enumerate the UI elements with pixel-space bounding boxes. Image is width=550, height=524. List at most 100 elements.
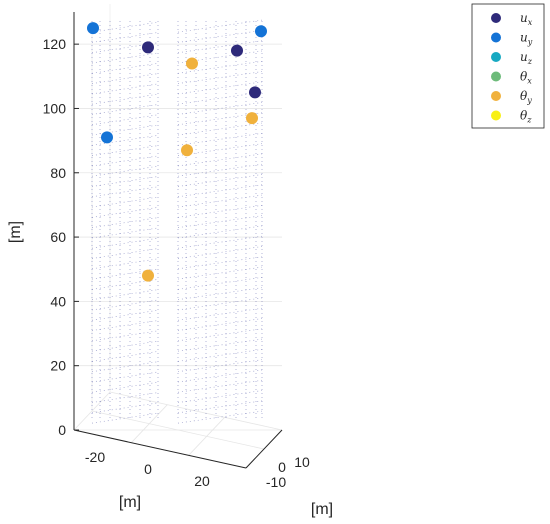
data-point-ux [142, 41, 154, 54]
x-axis-line [73, 429, 247, 469]
legend-subscript: z [526, 116, 532, 125]
legend-subscript: z [527, 57, 533, 66]
wire-beam [177, 369, 263, 383]
wire-beam [177, 307, 263, 321]
legend-marker-tx [491, 71, 501, 82]
wire-beam [91, 21, 159, 33]
y-axis-line [245, 429, 283, 469]
floor-grid-line [91, 410, 265, 450]
z-tick-labels: 0 20 40 60 80 100 120 [43, 36, 79, 438]
wire-beam [177, 122, 263, 136]
legend-subscript: x [528, 18, 533, 27]
legend-marker-ux [491, 13, 501, 23]
z-tick-label: 40 [50, 293, 66, 309]
legend-marker-uy [491, 32, 501, 43]
y-axis-label: [m] [311, 501, 333, 518]
wire-beam [177, 246, 263, 259]
axes [73, 12, 283, 469]
data-point-ty [186, 57, 198, 70]
legend-subscript: y [526, 96, 532, 105]
z-tick-label: 60 [50, 229, 66, 245]
wire-beam [91, 83, 159, 95]
wire-beam [177, 349, 263, 362]
x-tick-label: 20 [194, 473, 210, 489]
wire-beam [91, 361, 159, 373]
data-point-uy [87, 22, 99, 35]
data-point-ux [231, 44, 243, 57]
wire-beam [91, 62, 159, 74]
wire-beam [91, 309, 159, 321]
wire-beam [177, 410, 263, 424]
wire-beam [177, 71, 263, 84]
legend-marker-uz [491, 52, 501, 62]
wire-beam [177, 163, 263, 177]
z-tick-label: 100 [43, 100, 67, 116]
wire-beam [91, 73, 159, 84]
legend-marker-tz [491, 110, 501, 121]
wire-beam [91, 114, 159, 126]
wire-beam [177, 256, 263, 270]
wire-beam [91, 93, 159, 105]
wire-beam [177, 19, 263, 33]
x-tick-labels: -20 0 20 [85, 449, 210, 489]
z-tick-label: 80 [50, 165, 66, 181]
x-tick-label: 0 [144, 461, 152, 477]
x-axis-label: [m] [119, 494, 141, 511]
wire-beam [91, 402, 159, 414]
data-point-uy [101, 131, 113, 144]
wire-beam [91, 289, 159, 301]
floor-grid-line [109, 391, 283, 431]
data-points [87, 22, 267, 282]
z-tick-label: 0 [58, 422, 66, 438]
structure-wireframe [91, 19, 263, 424]
wire-beam [177, 400, 263, 414]
z-axis-label: [m] [7, 221, 24, 243]
wire-beam [177, 235, 263, 249]
wire-beam [91, 351, 159, 362]
wire-beam [91, 165, 159, 177]
y-tick-label: 0 [278, 459, 286, 475]
wire-beam [91, 207, 159, 218]
legend-box [471, 3, 545, 129]
wire-beam [91, 52, 159, 64]
wire-beam [177, 30, 263, 43]
wire-beam [91, 227, 159, 239]
wire-beam [177, 225, 263, 239]
data-point-ty [142, 269, 154, 282]
wire-beam [177, 318, 263, 331]
wire-beam [91, 32, 159, 43]
wire-beam [91, 330, 159, 342]
wire-beam [91, 186, 159, 198]
data-point-ty [246, 112, 258, 125]
wire-beam [91, 155, 159, 167]
legend-marker-ty [491, 91, 501, 101]
wire-beam [177, 338, 263, 352]
wire-beam [91, 248, 159, 259]
data-point-uy [255, 25, 267, 38]
wire-beam [177, 277, 263, 290]
wire-beam [177, 194, 263, 208]
wire-beam [177, 287, 263, 301]
wire-beam [91, 340, 159, 352]
wire-beam [91, 176, 159, 187]
y-tick-label: -10 [266, 474, 286, 490]
z-tick-label: 20 [50, 358, 66, 374]
wire-beam [177, 132, 263, 146]
legend-subscript: x [527, 77, 532, 86]
y-tick-label: 10 [294, 454, 310, 470]
z-tick-label: 120 [43, 36, 67, 52]
wire-beam [177, 174, 263, 187]
y-tick-labels: -100 10 [266, 454, 310, 490]
wire-beam [91, 145, 159, 156]
wire-beam [177, 40, 263, 54]
wire-beam [91, 258, 159, 270]
wire-beam [177, 153, 263, 167]
wire-beam [177, 184, 263, 198]
wire-beam [91, 237, 159, 249]
wire-beam [177, 390, 263, 403]
legend-subscript: y [527, 38, 533, 47]
wire-beam [91, 320, 159, 331]
wire-beam [177, 297, 263, 311]
